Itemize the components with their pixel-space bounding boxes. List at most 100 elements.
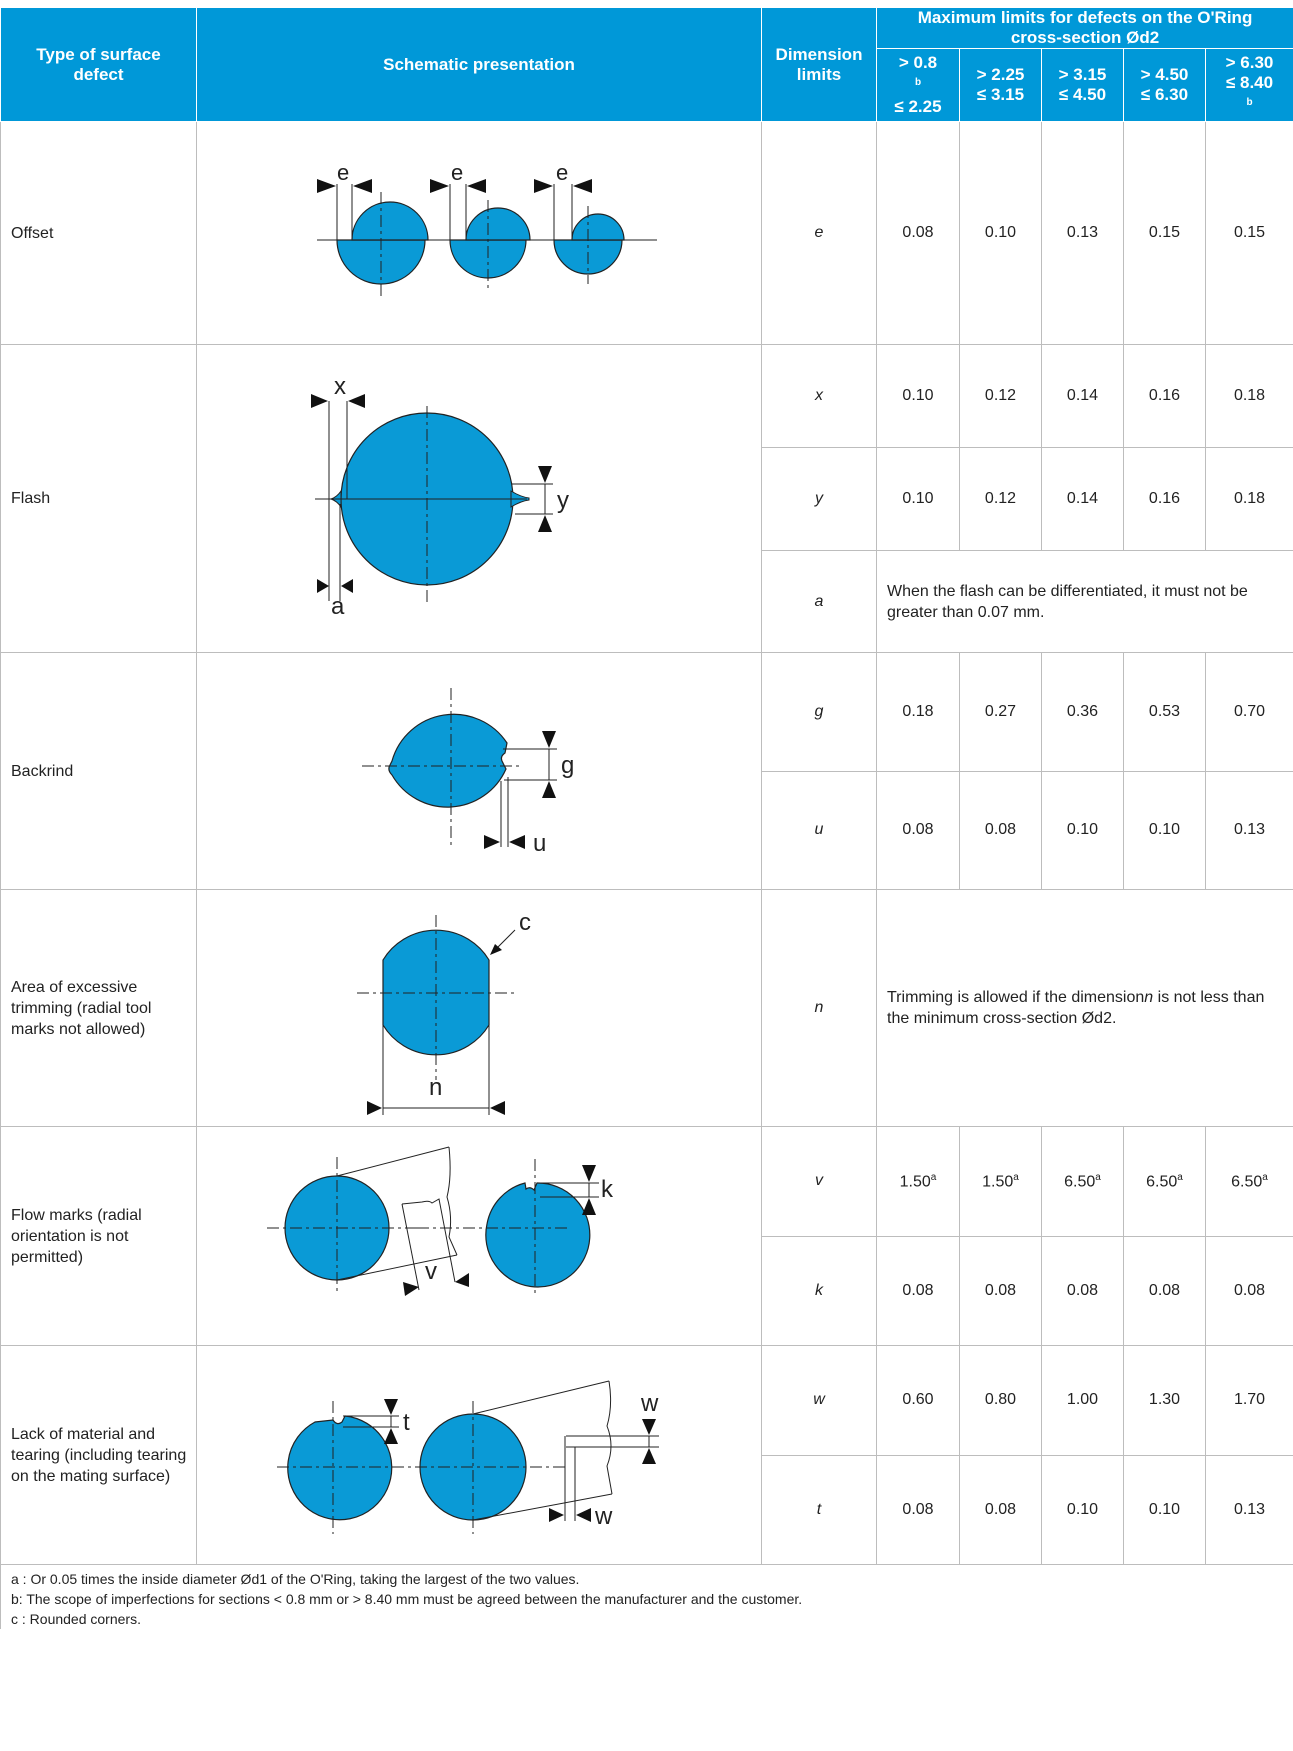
defect-name-backrind: Backrind [0, 652, 197, 890]
flow-v-4: 6.50a [1123, 1126, 1206, 1237]
header-schematic: Schematic presentation [196, 7, 762, 122]
backrind-schematic: g u [362, 688, 574, 857]
backrind-g-1: 0.18 [876, 652, 960, 772]
dim-e: e [761, 121, 877, 345]
backrind-g-3: 0.36 [1041, 652, 1124, 772]
defect-limits-table: Type of surface defect Schematic present… [0, 7, 1293, 1629]
label-e-3: e [556, 160, 568, 185]
defect-name-trimming: Area of excessive trimming (radial tool … [0, 889, 197, 1127]
offset-e-3: 0.13 [1041, 121, 1124, 345]
dim-n: n [761, 889, 877, 1127]
row-lack-t: t 0.08 0.08 0.10 0.10 0.13 [1, 1454, 1293, 1565]
flash-a-note: When the flash can be differentiated, it… [875, 550, 1293, 653]
row-footnotes: a : Or 0.05 times the inside diameter Ød… [0, 1564, 1293, 1629]
label-e-2: e [451, 160, 463, 185]
flash-y-4: 0.16 [1123, 447, 1206, 551]
defect-name-offset: Offset [0, 121, 197, 345]
label-g: g [561, 752, 574, 779]
lack-t-4: 0.10 [1123, 1454, 1206, 1565]
label-w-bottom: w [594, 1503, 613, 1530]
flow-k-4: 0.08 [1123, 1235, 1206, 1346]
header-dimension-limits: Dimension limits [761, 7, 877, 122]
dim-t: t [761, 1454, 877, 1565]
label-v: v [425, 1258, 437, 1285]
label-k: k [601, 1176, 614, 1203]
defect-name-lack: Lack of material and tearing (including … [0, 1345, 197, 1565]
diagram-flash: x y a [196, 344, 762, 653]
defect-name-flow: Flow marks (radial orientation is not pe… [0, 1126, 197, 1346]
flash-y-5: 0.18 [1204, 447, 1293, 551]
flash-x-5: 0.18 [1204, 344, 1293, 448]
offset-e-5: 0.15 [1204, 121, 1293, 345]
dim-y: y [761, 447, 877, 551]
backrind-g-5: 0.70 [1204, 652, 1293, 772]
backrind-u-4: 0.10 [1123, 770, 1206, 890]
row-trimming: Area of excessive trimming (radial tool … [0, 889, 1293, 1127]
backrind-u-5: 0.13 [1204, 770, 1293, 890]
flash-y-1: 0.10 [876, 447, 960, 551]
dim-u: u [761, 770, 877, 890]
flash-y-2: 0.12 [959, 447, 1042, 551]
label-y: y [557, 487, 569, 514]
dim-x: x [761, 344, 877, 448]
label-u: u [533, 830, 546, 857]
dim-g: g [761, 652, 877, 772]
flash-schematic: x y a [311, 373, 569, 620]
defect-table-wrapper: Type of surface defect Schematic present… [0, 7, 1293, 1629]
header-max-limits: Maximum limits for defects on the O'Ring… [875, 7, 1293, 49]
diagram-lack: t w w [196, 1345, 762, 1565]
label-w-top: w [640, 1390, 659, 1417]
label-a: a [331, 593, 345, 620]
header-type-of-defect: Type of surface defect [0, 7, 197, 122]
header-range-2: > 2.25 ≤ 3.15 [959, 48, 1042, 122]
offset-e-2: 0.10 [959, 121, 1042, 345]
row-flow-k: k 0.08 0.08 0.08 0.08 0.08 [1, 1235, 1293, 1346]
header-range-1: > 0.8 b ≤ 2.25 [876, 48, 960, 122]
backrind-g-2: 0.27 [959, 652, 1042, 772]
lack-t-3: 0.10 [1041, 1454, 1124, 1565]
footnote-c: c : Rounded corners. [11, 1611, 141, 1627]
row-backrind-g: Backrind [0, 652, 1293, 890]
diagram-flow: k v [196, 1126, 762, 1346]
lack-schematic: t w w [277, 1380, 659, 1534]
trimming-schematic: c n [357, 909, 531, 1115]
diagram-backrind: g u [196, 652, 762, 890]
label-t: t [403, 1409, 410, 1436]
footnotes: a : Or 0.05 times the inside diameter Ød… [0, 1564, 1293, 1629]
dim-w: w [761, 1345, 877, 1456]
flow-k-1: 0.08 [876, 1235, 960, 1346]
header-range-5: > 6.30 ≤ 8.40 b [1204, 48, 1293, 122]
backrind-u-3: 0.10 [1041, 770, 1124, 890]
backrind-g-4: 0.53 [1123, 652, 1206, 772]
dim-v: v [761, 1126, 877, 1237]
diagram-offset: e e e [196, 121, 762, 345]
diagram-trimming: c n [196, 889, 762, 1127]
lack-w-4: 1.30 [1123, 1345, 1206, 1456]
lack-w-5: 1.70 [1204, 1345, 1293, 1456]
backrind-u-1: 0.08 [876, 770, 960, 890]
label-e-1: e [337, 160, 349, 185]
row-flow-v: Flow marks (radial orientation is not pe… [0, 1126, 1293, 1346]
row-flash-a: a When the flash can be differentiated, … [1, 550, 1293, 653]
flow-schematic: k v [267, 1146, 614, 1296]
flash-x-1: 0.10 [876, 344, 960, 448]
flow-k-5: 0.08 [1204, 1235, 1293, 1346]
row-offset: Offset [0, 121, 1293, 345]
flash-x-4: 0.16 [1123, 344, 1206, 448]
flash-x-2: 0.12 [959, 344, 1042, 448]
flow-v-5: 6.50a [1204, 1126, 1293, 1237]
row-backrind-u: u 0.08 0.08 0.10 0.10 0.13 [1, 770, 1293, 890]
flow-v-1: 1.50a [876, 1126, 960, 1237]
lack-w-3: 1.00 [1041, 1345, 1124, 1456]
offset-e-1: 0.08 [876, 121, 960, 345]
lack-t-1: 0.08 [876, 1454, 960, 1565]
flash-x-3: 0.14 [1041, 344, 1124, 448]
lack-t-5: 0.13 [1204, 1454, 1293, 1565]
row-lack-w: Lack of material and tearing (including … [0, 1345, 1293, 1565]
lack-t-2: 0.08 [959, 1454, 1042, 1565]
header-range-4: > 4.50 ≤ 6.30 [1123, 48, 1206, 122]
offset-schematic: e e e [317, 160, 657, 297]
trimming-note: Trimming is allowed if the dimensionn is… [875, 889, 1293, 1127]
flash-y-3: 0.14 [1041, 447, 1124, 551]
label-c: c [519, 909, 531, 936]
